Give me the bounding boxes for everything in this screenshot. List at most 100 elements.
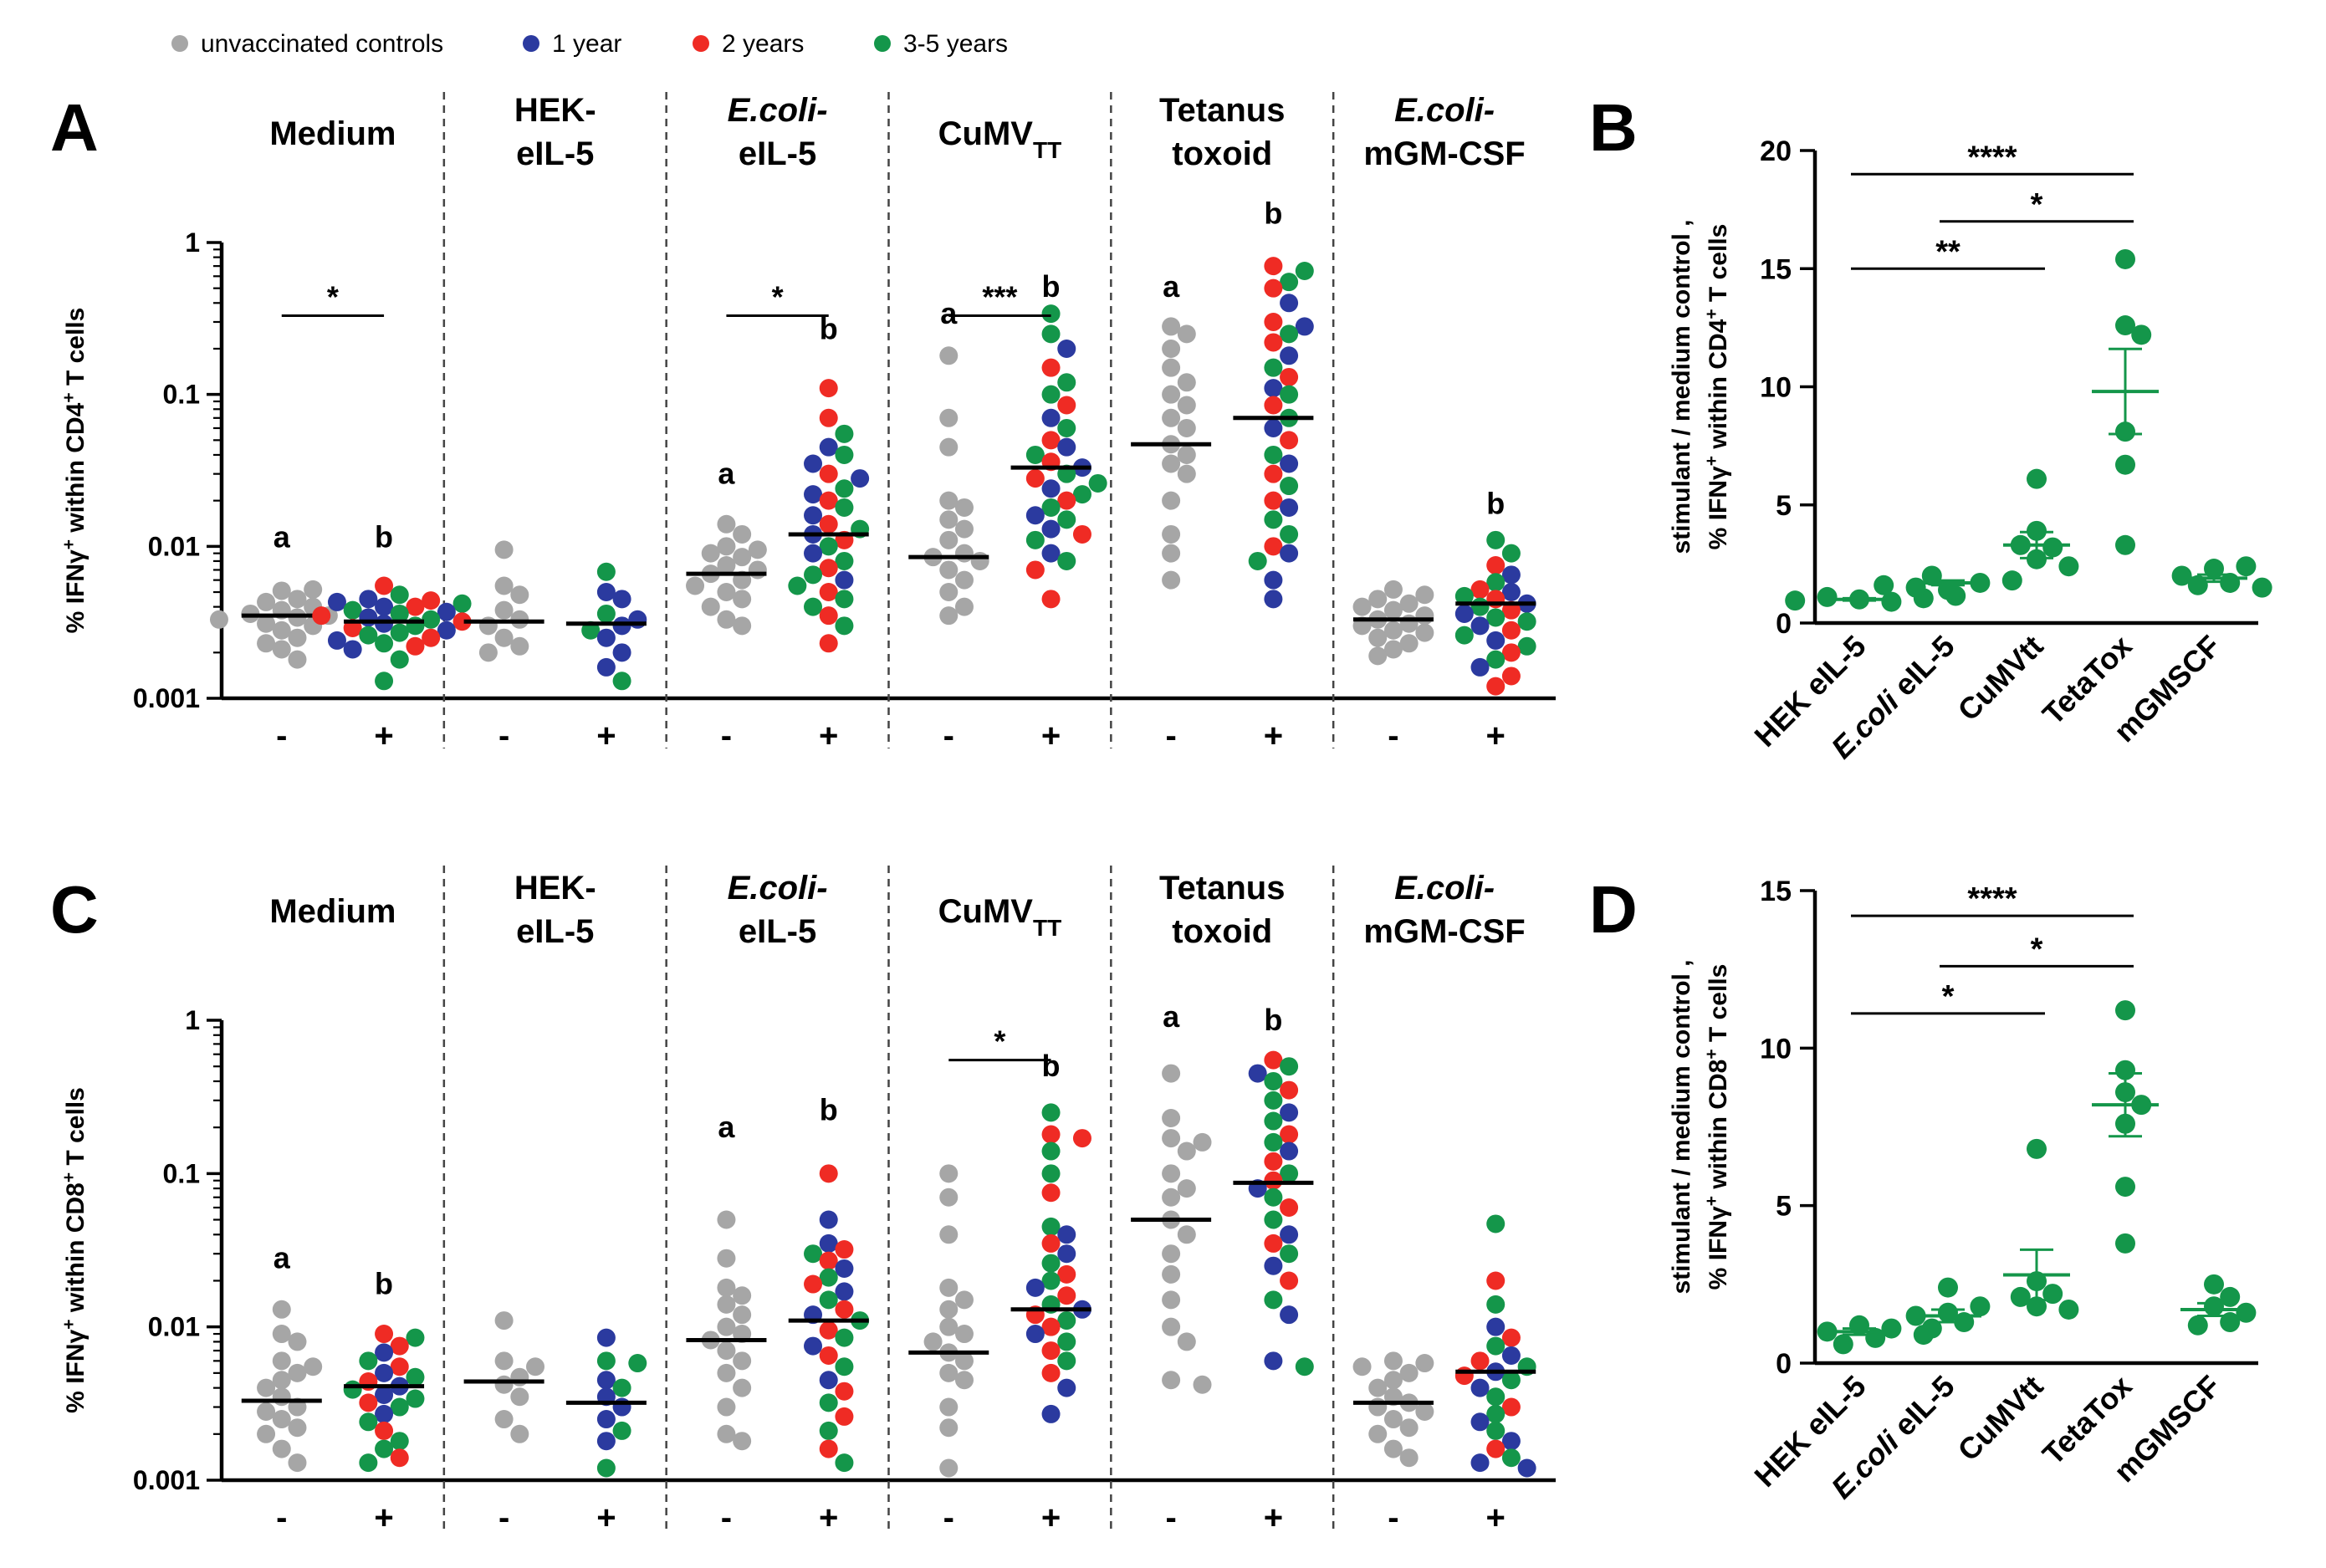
data-point [272, 1439, 291, 1458]
data-point [343, 1380, 362, 1399]
data-point [804, 1336, 823, 1356]
group-title: CuMVTT [938, 893, 1062, 941]
data-point [1264, 590, 1283, 609]
data-point [272, 1387, 291, 1407]
data-point [257, 614, 276, 633]
data-point [1041, 1363, 1061, 1382]
data-point [1264, 1187, 1283, 1207]
data-point [1264, 333, 1283, 352]
data-point [835, 551, 854, 570]
data-point [1088, 473, 1107, 493]
data-point [1921, 1318, 1942, 1339]
data-point [327, 631, 346, 650]
data-point [1501, 583, 1521, 602]
data-point [1280, 1080, 1299, 1100]
data-point [1162, 317, 1181, 336]
data-point [272, 621, 291, 640]
data-point [1399, 614, 1419, 633]
x-tick-label: + [1486, 1499, 1506, 1536]
panel-a-cd4-scatter: 0.001 0.01 0.1 1 % IFNγ+ within CD4+ T cells… [59, 92, 1556, 754]
data-point [1264, 1050, 1283, 1070]
y-tick-label: 0.1 [163, 380, 200, 410]
data-point [2115, 454, 2135, 475]
x-tick-label: + [1264, 1499, 1283, 1536]
y-tick-label: 20 [1760, 135, 1792, 167]
data-point [1177, 1225, 1196, 1244]
data-point [375, 1325, 394, 1344]
data-point [733, 616, 752, 636]
group-title: CuMVTT [938, 115, 1062, 163]
data-point [1041, 590, 1061, 609]
data-point [437, 621, 456, 640]
data-point [257, 1402, 276, 1422]
data-point [835, 1240, 854, 1259]
data-point [1264, 1290, 1283, 1310]
data-point [1383, 1439, 1403, 1458]
data-point [422, 628, 441, 647]
data-point [390, 1336, 409, 1356]
significance-stars: * [994, 1024, 1005, 1059]
data-point [209, 610, 228, 629]
data-point [1399, 1418, 1419, 1438]
data-point [1162, 544, 1181, 563]
data-point [1162, 358, 1181, 377]
data-point [717, 1424, 736, 1443]
data-point [2115, 315, 2135, 336]
significance-stars: * [1942, 979, 1955, 1014]
data-point [390, 1448, 409, 1468]
data-point [1057, 437, 1076, 457]
y-tick-label: 0.01 [148, 531, 200, 561]
data-point [1280, 1305, 1299, 1325]
panel-letter-d: D [1589, 872, 1638, 947]
data-point [819, 583, 838, 602]
data-point [717, 556, 736, 575]
data-point [1025, 560, 1045, 580]
data-point [1415, 606, 1434, 626]
data-point [1193, 1375, 1212, 1394]
data-point [1399, 1363, 1419, 1382]
data-point [1881, 1318, 1902, 1339]
significance-letter: b [820, 1092, 838, 1126]
data-point [1970, 1296, 1991, 1317]
data-point [1264, 358, 1283, 377]
data-point [1072, 524, 1091, 544]
data-point [733, 1378, 752, 1397]
data-point [390, 650, 409, 669]
data-point [1041, 1142, 1061, 1161]
significance-letter: a [940, 296, 958, 330]
y-tick-label: 0.01 [148, 1312, 200, 1342]
data-point [1041, 1254, 1061, 1273]
data-point [2115, 534, 2135, 555]
data-point [1486, 1421, 1506, 1440]
data-point [257, 592, 276, 611]
y-axis-label: % IFNγ+ within CD8+ T cells [1702, 964, 1733, 1290]
data-point [1057, 510, 1076, 529]
data-point [494, 628, 514, 647]
data-point [406, 597, 425, 616]
data-point [1264, 278, 1283, 298]
data-point [819, 1251, 838, 1270]
data-point [359, 608, 378, 627]
x-tick-label: + [1486, 718, 1506, 754]
x-tick-label: + [1041, 1499, 1061, 1536]
data-point [272, 1351, 291, 1371]
data-point [359, 1351, 378, 1371]
x-tick-label: + [374, 718, 393, 754]
data-point [2058, 556, 2079, 577]
data-point [272, 1300, 291, 1319]
x-tick-label: - [943, 1499, 954, 1536]
legend-marker-unvaccinated [171, 35, 188, 52]
data-point [1162, 1064, 1181, 1083]
data-point [1057, 418, 1076, 437]
data-point [257, 1424, 276, 1443]
data-point [288, 590, 307, 609]
data-point [954, 597, 974, 616]
data-point [939, 437, 959, 457]
data-point [1162, 1264, 1181, 1284]
data-point [1025, 1325, 1045, 1344]
data-point [1486, 1317, 1506, 1336]
data-point [2252, 577, 2272, 598]
data-point [1264, 537, 1283, 556]
data-point [375, 1421, 394, 1440]
